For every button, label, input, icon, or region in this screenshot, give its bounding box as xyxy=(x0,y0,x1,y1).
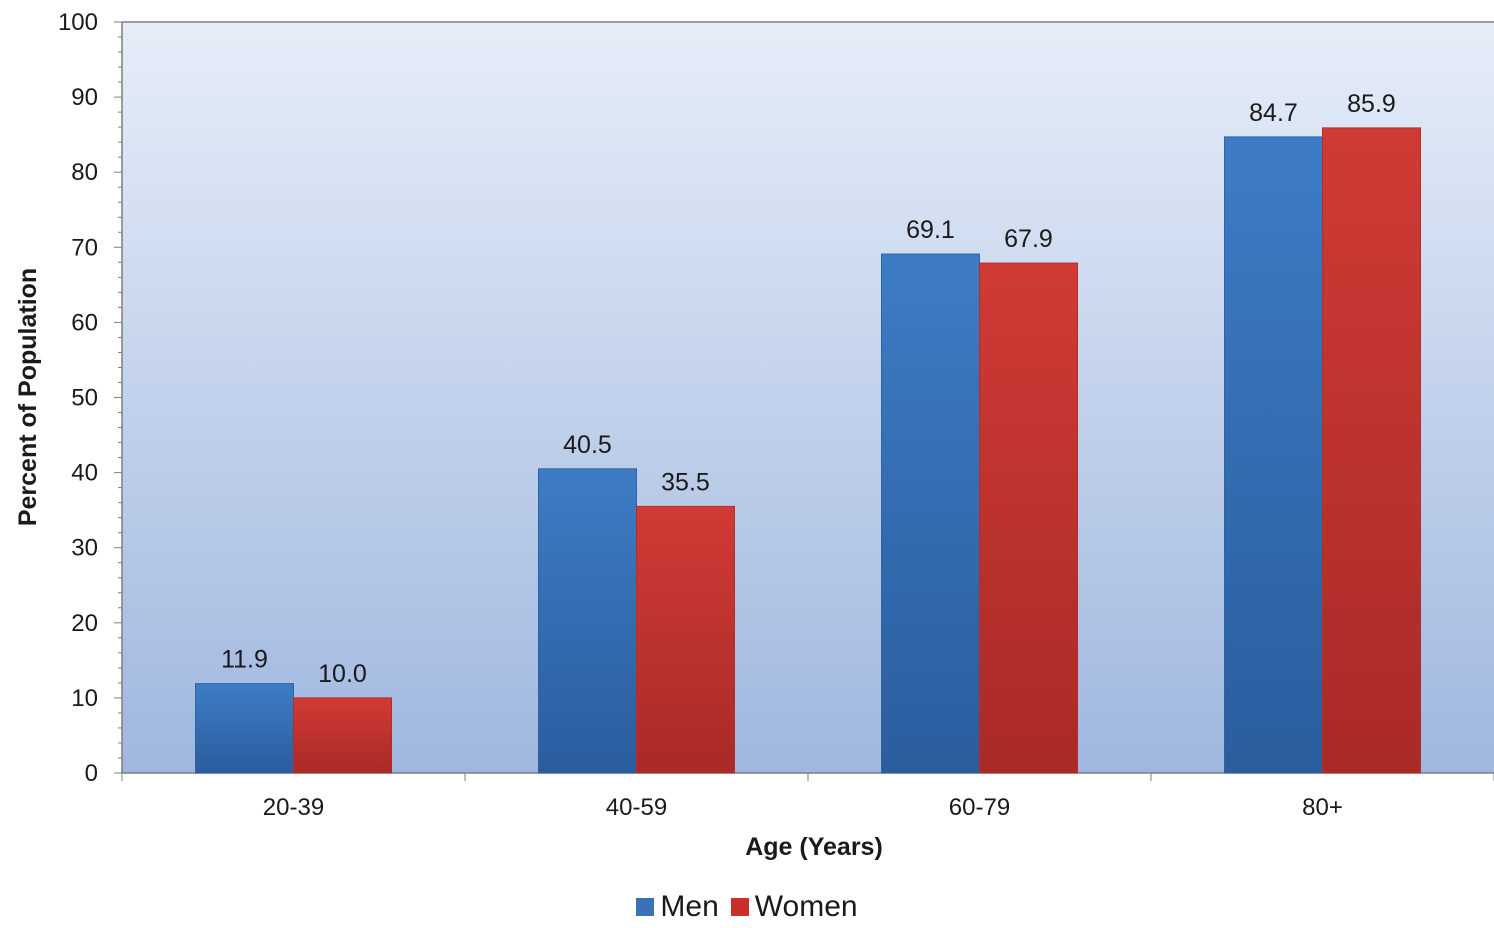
bar-men-80+ xyxy=(1224,136,1323,774)
bars xyxy=(195,127,1421,774)
y-tick-label: 10 xyxy=(71,685,98,712)
bar-value-label: 84.7 xyxy=(1249,99,1298,127)
y-tick-label: 100 xyxy=(58,9,98,36)
y-tick-label: 80 xyxy=(71,159,98,186)
bar-women-60-79 xyxy=(979,262,1078,774)
y-tick-label: 30 xyxy=(71,535,98,562)
bar-value-label: 35.5 xyxy=(661,468,710,496)
y-tick-label: 70 xyxy=(71,234,98,261)
y-tick-label: 20 xyxy=(71,610,98,637)
legend-swatch-men xyxy=(636,898,655,916)
y-tick-label: 60 xyxy=(71,309,98,336)
legend: Men Women xyxy=(0,890,1494,924)
value-labels: 11.9 10.0 40.5 35.5 69.1 67.9 84.7 85.9 xyxy=(221,90,1396,688)
bar-women-80+ xyxy=(1322,127,1421,774)
y-tick-label: 0 xyxy=(85,760,98,787)
legend-swatch-women xyxy=(730,898,749,916)
bar-value-label: 11.9 xyxy=(221,646,268,674)
y-tick-label: 40 xyxy=(71,460,98,487)
bar-women-40-59 xyxy=(636,505,735,774)
x-tick-label: 60-79 xyxy=(949,794,1010,821)
legend-item-men: Men xyxy=(636,890,719,924)
legend-label-men: Men xyxy=(660,890,719,923)
bar-value-label: 67.9 xyxy=(1004,225,1053,253)
y-tick-label: 90 xyxy=(71,84,98,111)
bar-value-label: 40.5 xyxy=(563,431,612,459)
y-axis-title: Percent of Population xyxy=(14,268,42,526)
y-tick-label: 50 xyxy=(71,385,98,412)
bar-men-40-59 xyxy=(538,468,637,774)
y-axis: 0 10 20 30 40 50 60 70 80 90 100 xyxy=(58,9,1494,787)
bar-value-label: 85.9 xyxy=(1347,90,1396,118)
x-tick-label: 40-59 xyxy=(606,794,667,821)
bar-men-60-79 xyxy=(881,253,980,774)
x-axis: 20-39 40-59 60-79 80+ xyxy=(121,772,1494,821)
legend-item-women: Women xyxy=(730,890,858,924)
x-tick-label: 80+ xyxy=(1302,794,1343,821)
bar-value-label: 69.1 xyxy=(906,216,955,244)
bar-value-label: 10.0 xyxy=(318,660,367,688)
x-tick-label: 20-39 xyxy=(263,794,324,821)
legend-label-women: Women xyxy=(754,890,858,923)
bar-women-20-39 xyxy=(293,697,392,774)
bar-men-20-39 xyxy=(195,683,294,774)
x-axis-title: Age (Years) xyxy=(745,833,883,861)
